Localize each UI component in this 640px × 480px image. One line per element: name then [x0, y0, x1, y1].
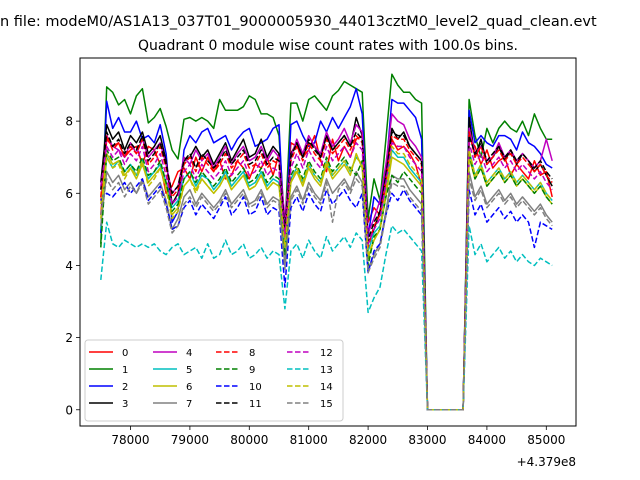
- legend-label-12: 12: [320, 348, 333, 359]
- figure-suptitle: n file: modeM0/AS1A13_037T01_9000005930_…: [0, 14, 597, 30]
- legend-label-13: 13: [320, 365, 333, 376]
- y-tick-label-8: 8: [65, 115, 73, 129]
- legend-label-14: 14: [320, 382, 333, 393]
- x-axis-offset-label: +4.379e8: [517, 455, 576, 469]
- chart-title: Quadrant 0 module wise count rates with …: [138, 38, 518, 54]
- legend-label-0: 0: [122, 348, 128, 359]
- series-line-13: [100, 221, 553, 411]
- series-line-15: [100, 178, 553, 411]
- legend-label-1: 1: [122, 365, 128, 376]
- series-line-11: [100, 131, 553, 411]
- series-line-6: [100, 152, 553, 411]
- legend-label-8: 8: [249, 348, 255, 359]
- series-line-10: [100, 178, 553, 411]
- legend-label-5: 5: [186, 365, 192, 376]
- x-tick-label-84000: 84000: [468, 433, 506, 447]
- series-line-8: [100, 131, 553, 411]
- legend-label-4: 4: [186, 348, 192, 359]
- y-tick-label-4: 4: [65, 259, 73, 273]
- series-line-7: [100, 170, 553, 411]
- x-tick-label-83000: 83000: [408, 433, 446, 447]
- x-tick-label-80000: 80000: [230, 433, 268, 447]
- legend-label-9: 9: [249, 365, 255, 376]
- legend-box: [84, 339, 344, 422]
- series-line-1: [100, 73, 553, 411]
- y-tick-label-2: 2: [65, 331, 73, 345]
- y-axis: 0 2 4 6 8: [65, 115, 80, 417]
- series-line-14: [100, 145, 553, 411]
- x-axis: 78000 79000 80000 81000 82000 83000 84000 85000: [111, 426, 565, 447]
- legend-label-2: 2: [122, 382, 128, 393]
- series-line-9: [100, 149, 553, 411]
- legend-label-3: 3: [122, 399, 128, 410]
- legend-label-15: 15: [320, 399, 333, 410]
- legend-label-11: 11: [249, 399, 262, 410]
- plot-lines: [100, 73, 553, 411]
- legend-label-6: 6: [186, 382, 192, 393]
- legend-label-10: 10: [249, 382, 262, 393]
- y-tick-label-6: 6: [65, 187, 73, 201]
- x-tick-label-79000: 79000: [171, 433, 209, 447]
- x-tick-label-81000: 81000: [290, 433, 328, 447]
- series-line-12: [100, 142, 553, 411]
- axes-frame: [79, 57, 577, 427]
- legend-label-7: 7: [186, 399, 192, 410]
- x-tick-label-85000: 85000: [527, 433, 565, 447]
- x-tick-label-78000: 78000: [111, 433, 149, 447]
- y-tick-label-0: 0: [65, 403, 73, 417]
- x-tick-label-82000: 82000: [349, 433, 387, 447]
